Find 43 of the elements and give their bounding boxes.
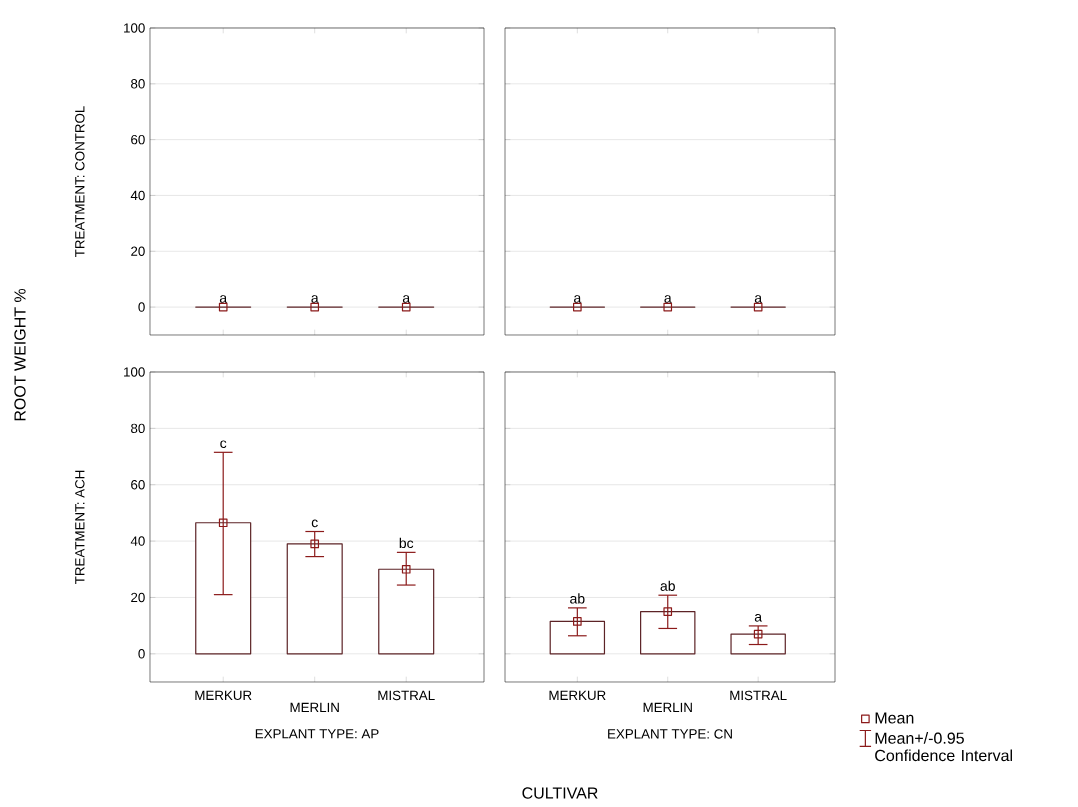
annotation: a <box>574 295 582 303</box>
x-axis-title: EXPLANT TYPE: CN <box>608 729 732 739</box>
annotation: ab <box>660 580 675 591</box>
y-tick-label: 100 <box>124 23 145 33</box>
annotation: a <box>311 295 319 303</box>
annotation: a <box>664 295 672 303</box>
annotation: a <box>219 295 228 303</box>
annotation: bc <box>399 537 414 549</box>
y-tick-label: 100 <box>124 367 145 377</box>
y-tick-label: 40 <box>130 536 145 546</box>
y-tick-label: 80 <box>131 79 145 89</box>
x-tick-label: MERLIN <box>290 702 339 713</box>
legend-label: Mean <box>875 712 914 724</box>
x-tick-label: MERLIN <box>643 702 692 713</box>
x-axis-title: EXPLANT TYPE: AP <box>255 729 379 739</box>
annotation: a <box>754 613 763 622</box>
annotation: a <box>402 295 411 303</box>
annotation: c <box>220 440 227 449</box>
y-tick-label: 60 <box>131 480 145 490</box>
text: CULTIVAR <box>522 787 598 799</box>
x-tick-label: MERKUR <box>549 690 606 701</box>
x-tick-label: MERKUR <box>195 690 252 701</box>
y-tick-label: 60 <box>131 134 145 145</box>
text: Mean+/-0.95 Confidence Interval <box>875 732 1012 762</box>
y-tick-label: 0 <box>138 649 145 659</box>
y-tick-label: 20 <box>131 592 145 603</box>
bar <box>286 543 343 655</box>
bar <box>378 568 435 655</box>
y-tick-label: 40 <box>130 190 145 201</box>
x-tick-label: MISTRAL <box>378 690 435 701</box>
annotation: ab <box>570 593 585 604</box>
annotation: a <box>754 295 763 303</box>
y-tick-label: 0 <box>138 302 145 312</box>
y-axis-title: TREATMENT: ACH <box>75 470 85 584</box>
point <box>401 564 411 574</box>
annotation: c <box>311 519 318 528</box>
x-tick-label: MISTRAL <box>730 690 787 701</box>
text: ROOT WEIGHT % <box>14 288 26 421</box>
y-tick-label: 80 <box>131 423 145 434</box>
y-axis-title: TREATMENT: CONTROL <box>75 106 85 258</box>
y-tick-label: 20 <box>131 246 145 256</box>
point <box>218 518 228 528</box>
point <box>310 539 320 549</box>
